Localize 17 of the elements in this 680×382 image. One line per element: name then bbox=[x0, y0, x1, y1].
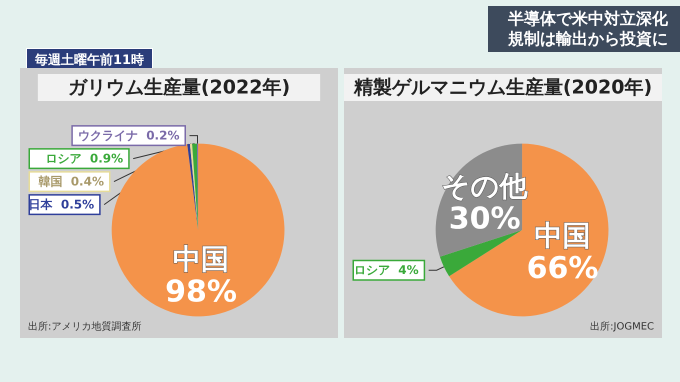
text: 出所:アメリカ地質調査所 bbox=[28, 320, 142, 332]
text: 出所:JOGMEC bbox=[590, 320, 654, 332]
data-label: 98% bbox=[165, 274, 237, 310]
slice-label: ウクライナ 0.2% bbox=[78, 128, 180, 143]
text: 毎週土曜午前11時 bbox=[26, 48, 154, 72]
slice-label: 中国 bbox=[534, 218, 591, 252]
slice-label: 日本 0.5% bbox=[28, 198, 94, 212]
data-label: 30% bbox=[448, 201, 521, 236]
text: 規制は輸出から投資に bbox=[508, 29, 668, 49]
chart-title: ガリウム生産量(2022年) bbox=[68, 76, 290, 98]
data-label: 66% bbox=[526, 250, 598, 286]
slice-label: ロシア 0.9% bbox=[46, 152, 124, 166]
slice-label: 韓国 0.4% bbox=[38, 174, 104, 189]
text: 半導体で米中対立深化 bbox=[508, 9, 668, 29]
chart-title: 精製ゲルマニウム生産量(2020年) bbox=[352, 76, 652, 98]
slice-label: 中国 bbox=[172, 242, 229, 276]
slice-label: ロシア 4% bbox=[354, 263, 419, 278]
